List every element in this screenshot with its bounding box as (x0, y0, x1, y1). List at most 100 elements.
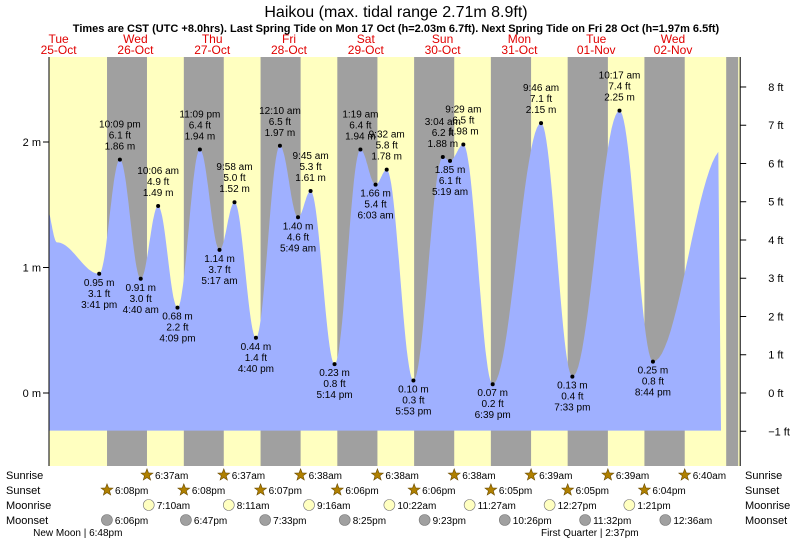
tide-height-ft-label: 6.2 ft (432, 128, 454, 139)
day-date: 30-Oct (425, 43, 462, 57)
tide-point (617, 108, 622, 113)
tide-height-ft-label: 5.4 ft (364, 200, 386, 211)
tide-height-m-label: 1.14 m (204, 254, 235, 265)
sunrise-row-label: Sunrise (6, 470, 43, 482)
sun-icon (601, 467, 615, 481)
tide-height-ft-label: 7.1 ft (530, 94, 552, 105)
tide-height-ft-label: 0.8 ft (323, 379, 345, 390)
time-label: 8:25pm (353, 516, 386, 527)
sun-icon (677, 467, 692, 481)
time-label: 6:07pm (269, 486, 302, 497)
time-label: 11:32pm (593, 516, 631, 527)
time-label: 6:38am (462, 471, 495, 482)
tide-point (570, 374, 575, 379)
sun-icon (140, 467, 154, 481)
day-name: Wed (661, 32, 685, 46)
tide-point (384, 167, 389, 172)
tide-time-label: 9:32 am (369, 130, 405, 141)
right-axis-tick-label: 3 ft (768, 273, 783, 285)
time-label: 11:27am (478, 501, 516, 512)
tide-height-ft-label: 0.8 ft (642, 377, 664, 388)
tide-height-m-label: 1.94 m (345, 132, 376, 143)
time-label: 9:16am (317, 501, 350, 512)
tide-time-label: 12:10 am (259, 106, 301, 117)
tide-time-label: 5:17 am (201, 276, 237, 287)
tide-point (217, 247, 222, 252)
tide-point (308, 188, 313, 193)
tide-height-m-label: 1.49 m (143, 188, 174, 199)
time-label: 6:37am (232, 471, 265, 482)
tide-time-label: 4:40 pm (238, 364, 274, 375)
moonset-icon (259, 514, 271, 526)
tide-point (440, 155, 445, 160)
tide-height-ft-label: 3.1 ft (88, 289, 110, 300)
tide-height-m-label: 0.10 m (398, 384, 429, 395)
moonset-icon (101, 514, 113, 526)
tide-time-label: 9:45 am (293, 151, 329, 162)
right-axis-tick-label: 6 ft (768, 158, 783, 170)
moonset-row-label: Moonset (6, 515, 48, 527)
tide-height-m-label: 1.40 m (283, 221, 314, 232)
tide-height-m-label: 1.85 m (435, 165, 466, 176)
moonset-icon (180, 514, 192, 526)
tide-height-ft-label: 0.3 ft (402, 395, 424, 406)
sun-icon (637, 482, 652, 496)
tide-time-label: 5:53 pm (395, 406, 431, 417)
sun-icon (560, 482, 575, 496)
tide-point (97, 271, 102, 276)
tide-height-m-label: 1.88 m (428, 139, 459, 150)
tide-height-ft-label: 6.5 ft (269, 117, 291, 128)
tide-height-ft-label: 3.7 ft (208, 265, 230, 276)
tide-point (232, 200, 237, 205)
tide-point (156, 204, 161, 209)
moonrise-icon (142, 499, 155, 511)
right-axis-tick-label: 1 ft (768, 350, 783, 362)
tide-height-m-label: 1.61 m (295, 173, 326, 184)
time-label: 6:08pm (115, 486, 148, 497)
tide-time-label: 11:09 pm (179, 110, 220, 121)
sun-icon (217, 467, 231, 481)
tide-height-ft-label: 4.9 ft (147, 177, 169, 188)
tide-time-label: 9:58 am (216, 162, 252, 173)
moonrise-icon (303, 499, 315, 511)
day-name: Wed (123, 32, 147, 46)
tide-point (448, 158, 453, 163)
time-label: 7:10am (157, 501, 190, 512)
tide-height-m-label: 0.44 m (241, 342, 272, 353)
tide-time-label: 10:09 pm (99, 120, 141, 131)
time-label: 6:05pm (499, 486, 532, 497)
tide-point (539, 121, 544, 126)
sun-icon (330, 482, 345, 496)
right-axis-tick-label: 2 ft (768, 311, 783, 323)
time-label: 6:39am (616, 471, 649, 482)
tide-time-label: 10:06 am (137, 166, 179, 177)
day-date: 26-Oct (117, 43, 154, 57)
tide-time-label: 4:09 pm (159, 334, 195, 345)
time-label: 6:38am (385, 471, 418, 482)
tide-height-m-label: 1.97 m (265, 128, 296, 139)
left-axis-tick-label: 1 m (23, 263, 41, 275)
tide-point (373, 182, 378, 187)
sun-icon (100, 482, 114, 496)
tide-time-label: 1:19 am (342, 110, 378, 121)
chart-title: Haikou (max. tidal range 2.71m 8.9ft) (264, 4, 527, 21)
tide-height-m-label: 1.66 m (360, 189, 391, 200)
right-axis-tick-label: 4 ft (768, 235, 783, 247)
tide-height-ft-label: 0.2 ft (482, 399, 504, 410)
tide-height-m-label: 0.95 m (84, 278, 115, 289)
tide-point (332, 362, 337, 367)
tide-height-ft-label: 0.4 ft (561, 392, 583, 403)
tide-time-label: 10:17 am (599, 71, 641, 82)
tide-point (277, 143, 282, 148)
tide-height-ft-label: 6.4 ft (189, 121, 211, 132)
time-label: 6:06pm (115, 516, 148, 527)
tide-height-ft-label: 4.6 ft (287, 232, 309, 243)
day-name: Tue (48, 32, 69, 46)
right-axis-tick-label: 8 ft (768, 82, 783, 94)
sunset-row-label: Sunset (6, 485, 40, 497)
tide-time-label: 9:46 am (523, 83, 559, 94)
tide-point (175, 305, 180, 310)
day-date: 25-Oct (41, 43, 78, 57)
tide-height-m-label: 1.52 m (219, 184, 250, 195)
